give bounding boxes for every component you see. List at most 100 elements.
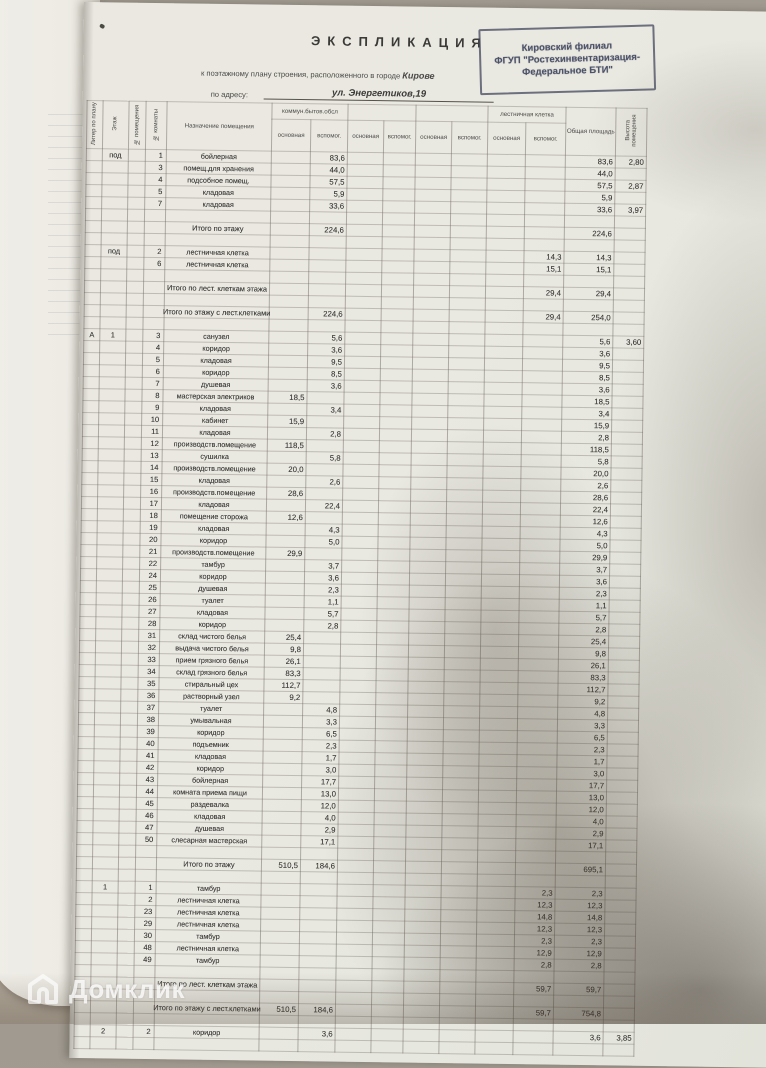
cell-aux-2 [377, 584, 410, 598]
cell-unit-no [143, 305, 165, 318]
cell-liter [73, 1036, 91, 1049]
cell-unit-no [135, 857, 157, 870]
cell-main-4 [481, 574, 520, 587]
col-header-unit-no: № комнаты [145, 101, 168, 150]
cell-room-no [123, 485, 141, 498]
cell-main-4 [483, 430, 522, 443]
cell-aux-2 [372, 944, 405, 958]
cell-main-4 [484, 370, 523, 383]
cell-room-no [124, 437, 142, 450]
col-header-aux: вспомог. [383, 120, 416, 154]
cell-aux-4 [524, 190, 565, 204]
cell-main-2 [338, 776, 375, 789]
cell-liter [76, 856, 93, 869]
cell-total-area: 28,6 [560, 491, 611, 504]
cell-height [607, 743, 639, 757]
cell-total-area [553, 1019, 604, 1032]
cell-aux-2 [379, 452, 412, 466]
col-header-liter: Литер по плану [86, 100, 104, 149]
cell-total-area: 12,6 [560, 515, 611, 528]
cell-height [611, 455, 643, 469]
cell-main-1 [261, 883, 301, 896]
cell-floor [94, 724, 121, 738]
cell-height [609, 551, 641, 565]
cell-aux-3 [445, 585, 482, 599]
cell-liter [84, 268, 101, 281]
cell-main-3 [407, 705, 444, 718]
cell-aux-2 [372, 956, 405, 970]
cell-unit-no: 49 [134, 953, 156, 966]
cell-main-2 [340, 608, 378, 621]
cell-aux-2 [380, 356, 413, 370]
cell-total-area: 5,9 [564, 191, 615, 204]
cell-room-no [126, 245, 145, 258]
cell-main-1: 9,2 [263, 691, 303, 704]
cell-main-2 [339, 740, 376, 753]
cell-main-2 [343, 392, 381, 405]
cell-main-4 [476, 958, 515, 971]
cell-total-area: 18,5 [561, 395, 613, 408]
cell-room-no [118, 821, 137, 834]
cell-total-area: 15,9 [561, 419, 612, 432]
cell-aux-3 [445, 561, 482, 575]
cell-floor [101, 196, 128, 210]
cell-main-1: 18,5 [267, 391, 308, 404]
cell-liter [76, 820, 94, 833]
cell-aux-1: 17,1 [300, 835, 338, 849]
cell-unit-no: 3 [142, 329, 164, 342]
cell-main-2 [339, 692, 376, 705]
cell-room-no [116, 1025, 134, 1038]
cell-total-area: 9,8 [558, 647, 609, 660]
cell-aux-4: 29,4 [523, 286, 564, 300]
cell-unit-no: 27 [138, 605, 161, 618]
cell-height [603, 983, 635, 997]
cell-room-no [121, 665, 139, 678]
col-header-main: основная [347, 120, 384, 153]
cell-liter [79, 628, 96, 641]
cell-main-4 [486, 226, 525, 239]
cell-aux-1: 22,4 [305, 499, 343, 513]
cell-unit-no: 14 [140, 461, 163, 474]
cell-aux-1 [309, 235, 347, 249]
cell-liter [84, 256, 101, 269]
cell-total-area: 2,8 [561, 431, 612, 444]
cell-liter [80, 592, 97, 605]
cell-total-area: 2,6 [560, 479, 611, 492]
cell-main-3 [405, 849, 442, 862]
cell-main-4 [485, 286, 524, 299]
cell-main-1: 118,5 [267, 439, 307, 452]
cell-unit-no: 22 [139, 557, 161, 570]
cell-aux-2 [373, 884, 406, 898]
cell-aux-4: 59,7 [513, 982, 554, 996]
cell-main-4 [482, 466, 522, 479]
cell-aux-3 [446, 525, 483, 539]
cell-aux-2 [372, 896, 406, 910]
cell-main-1: 510,5 [259, 1003, 299, 1016]
cell-aux-4 [515, 826, 557, 840]
cell-aux-2 [379, 416, 412, 430]
cell-liter [77, 808, 94, 821]
cell-main-1 [263, 715, 303, 728]
cell-floor [98, 448, 125, 462]
cell-liter [77, 796, 94, 809]
cell-total-area: 2,3 [555, 887, 606, 900]
cell-total-area: 9,5 [562, 359, 613, 372]
cell-aux-4 [521, 454, 562, 468]
cell-room-no [127, 185, 145, 198]
cell-aux-2 [382, 212, 415, 226]
cell-aux-3 [450, 201, 487, 215]
cell-main-1 [269, 259, 309, 272]
cell-liter [75, 892, 93, 905]
cell-unit-no: 6 [142, 365, 164, 378]
cell-main-4 [483, 454, 522, 467]
cell-floor [100, 304, 127, 318]
cell-floor [97, 496, 124, 510]
cell-room-no [119, 797, 137, 810]
cell-main-1 [262, 799, 302, 812]
cell-aux-3 [441, 885, 478, 899]
cell-aux-1 [297, 1039, 336, 1053]
cell-aux-4 [523, 274, 564, 288]
cell-aux-2 [378, 488, 411, 502]
cell-aux-2 [376, 620, 409, 634]
cell-main-3 [405, 825, 443, 838]
